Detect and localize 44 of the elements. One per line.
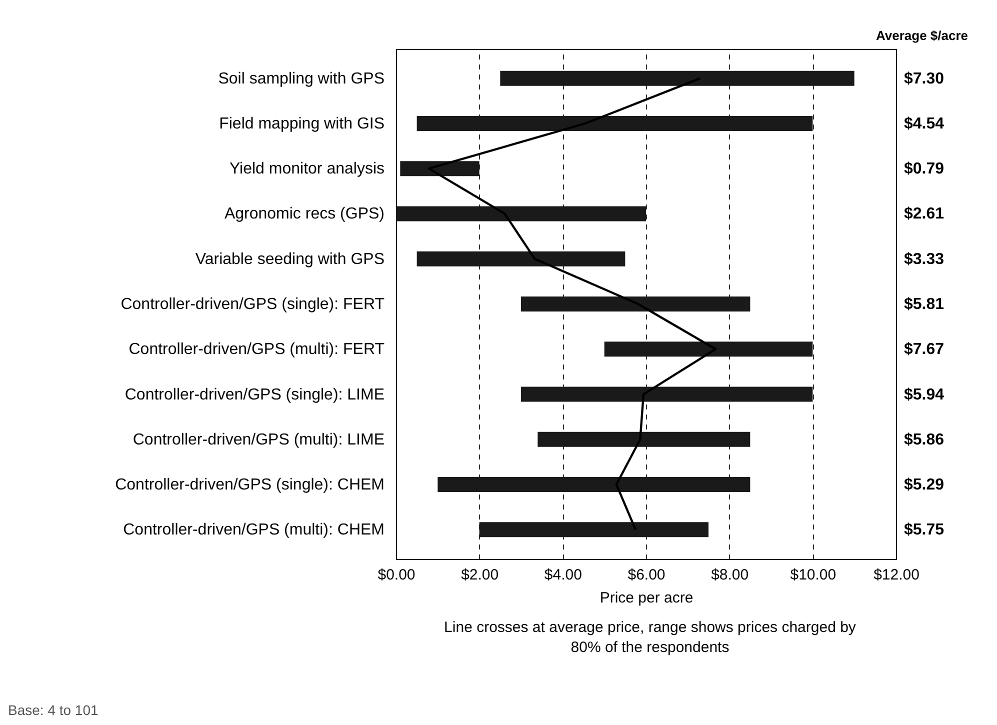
- y-tick-label: Controller-driven/GPS (multi): LIME: [132, 431, 384, 448]
- x-tick-label: $6.00: [628, 566, 666, 584]
- text: Base: 4 to 101: [8, 702, 98, 718]
- y-tick-label: Variable seeding with GPS: [195, 250, 384, 268]
- y-tick-label: Controller-driven/GPS (multi): FERT: [128, 341, 385, 358]
- data-label: $5.94: [904, 386, 944, 404]
- bar: [416, 116, 813, 131]
- data-label: $7.67: [904, 341, 944, 358]
- data-label: $5.81: [904, 296, 944, 313]
- data-label: $0.79: [904, 160, 944, 178]
- y-tick-label: Controller-driven/GPS (single): LIME: [124, 386, 384, 404]
- text: Average $/acre: [876, 28, 968, 43]
- y-tick-label: Yield monitor analysis: [229, 160, 384, 178]
- bar: [396, 206, 646, 222]
- x-tick-label: $0.00: [378, 566, 416, 584]
- x-tick-label: $12.00: [874, 566, 920, 584]
- y-tick-label: Controller-driven/GPS (single): FERT: [120, 296, 385, 313]
- y-tick-label: Controller-driven/GPS (multi): CHEM: [123, 522, 384, 539]
- data-label: $5.29: [904, 476, 944, 494]
- y-tick-label: Soil sampling with GPS: [218, 70, 384, 88]
- bar: [479, 522, 708, 538]
- text: Line crosses at average price, range shows prices charged by 80% of the respondents: [443, 618, 857, 658]
- y-tick-label: Controller-driven/GPS (single): CHEM: [115, 476, 384, 494]
- bar: [538, 432, 750, 447]
- bar: [438, 477, 750, 492]
- y-tick-label: Field mapping with GIS: [219, 115, 384, 132]
- bar: [500, 70, 854, 86]
- bar: [400, 161, 480, 176]
- bar: [604, 342, 813, 357]
- x-tick-label: $2.00: [461, 566, 499, 584]
- bar: [416, 251, 626, 266]
- y-tick-label: Agronomic recs (GPS): [224, 206, 384, 223]
- data-label: $7.30: [904, 70, 944, 88]
- bar: [521, 296, 750, 312]
- data-label: $4.54: [904, 115, 944, 132]
- x-axis-title: Price per acre: [600, 590, 694, 606]
- bar: [521, 386, 813, 402]
- x-tick-label: $4.00: [544, 566, 582, 584]
- x-tick-label: $10.00: [790, 566, 836, 584]
- data-label: $5.86: [904, 431, 944, 448]
- data-label: $3.33: [904, 250, 944, 268]
- data-label: $5.75: [904, 522, 944, 539]
- data-label: $2.61: [904, 206, 944, 223]
- x-tick-label: $8.00: [711, 566, 749, 584]
